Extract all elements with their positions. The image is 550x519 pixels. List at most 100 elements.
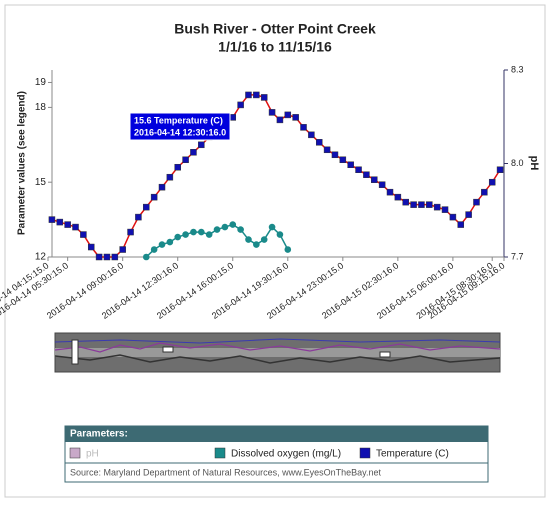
- point: [339, 156, 347, 164]
- legend: Parameters: Source: Maryland Department …: [64, 425, 489, 483]
- point: [253, 241, 260, 248]
- point: [72, 223, 79, 231]
- point: [119, 246, 126, 253]
- navigator-line: [54, 338, 501, 344]
- navigator-line: [54, 354, 501, 364]
- point: [449, 213, 457, 221]
- point: [205, 231, 213, 238]
- legend-label[interactable]: pH: [86, 449, 99, 460]
- point: [150, 246, 158, 253]
- point: [229, 114, 237, 121]
- point: [488, 178, 496, 186]
- point: [457, 221, 465, 228]
- point: [182, 231, 189, 238]
- point: [276, 116, 284, 124]
- y-tick-label: 18: [35, 102, 47, 113]
- point: [378, 181, 386, 188]
- y2-tick-label: 8.0: [511, 158, 524, 168]
- point: [198, 228, 205, 236]
- chart-subtitle: 1/1/16 to 11/15/16: [218, 39, 332, 55]
- point: [127, 228, 134, 236]
- point: [166, 173, 174, 181]
- point: [363, 171, 370, 178]
- point: [80, 231, 87, 238]
- point: [143, 203, 150, 211]
- navigator-line: [54, 342, 501, 353]
- legend-label[interactable]: Temperature (C): [376, 449, 449, 460]
- source: Source: Maryland Department of Natural R…: [70, 467, 381, 477]
- point: [182, 156, 189, 164]
- point: [394, 193, 402, 201]
- legend-label[interactable]: Dissolved oxygen (mg/L): [231, 449, 341, 460]
- point: [142, 253, 150, 261]
- y-tick-label: 19: [35, 77, 47, 88]
- y2-tick-label: 7.7: [511, 251, 524, 261]
- point: [355, 166, 362, 173]
- point: [245, 236, 252, 243]
- point: [198, 141, 205, 149]
- tooltip-line: 2016-04-14 12:30:16.0: [134, 127, 226, 137]
- point: [331, 151, 339, 159]
- point: [64, 221, 71, 228]
- navigator-handle[interactable]: [379, 351, 391, 358]
- chart-title: Bush River - Otter Point Creek: [174, 21, 376, 37]
- navigator-band: [55, 348, 500, 357]
- point: [95, 253, 103, 261]
- point: [48, 216, 56, 223]
- point: [190, 228, 197, 236]
- navigator: [54, 332, 501, 373]
- navigator-handle[interactable]: [71, 339, 79, 365]
- point: [300, 124, 307, 131]
- point: [237, 226, 244, 233]
- tooltip-box: [129, 112, 231, 141]
- y-axis-label: Parameter values (see legend): [17, 91, 28, 235]
- point: [237, 101, 244, 109]
- point: [402, 198, 409, 206]
- y2-axis-label: pH: [528, 156, 540, 171]
- legend-swatch: [69, 447, 81, 459]
- point: [418, 201, 425, 208]
- point: [213, 226, 221, 233]
- point: [174, 233, 182, 241]
- point: [481, 188, 488, 196]
- point: [433, 203, 441, 211]
- point: [229, 221, 237, 228]
- point: [347, 161, 354, 168]
- point: [276, 231, 284, 238]
- point: [253, 91, 260, 99]
- y-tick-label: 15: [35, 177, 47, 188]
- point: [441, 206, 449, 213]
- legend-title: Parameters:: [70, 429, 128, 440]
- point: [323, 146, 331, 154]
- point: [135, 213, 142, 221]
- point: [268, 109, 276, 116]
- point: [87, 243, 95, 251]
- frame: [4, 4, 546, 498]
- point: [190, 149, 197, 156]
- point: [103, 253, 111, 261]
- point: [426, 201, 433, 208]
- point: [371, 176, 378, 183]
- point: [174, 163, 181, 171]
- point: [260, 236, 268, 243]
- point: [56, 218, 64, 226]
- point: [284, 246, 292, 253]
- navigator-handle[interactable]: [162, 346, 174, 353]
- point: [166, 238, 174, 246]
- series-line: [51, 94, 501, 258]
- point: [410, 201, 417, 208]
- y2-tick-label: 8.3: [511, 64, 524, 74]
- point: [158, 241, 166, 248]
- point: [260, 94, 268, 101]
- point: [158, 183, 166, 191]
- point: [221, 223, 229, 231]
- tooltip: 15.6 Temperature (C) 2016-04-14 12:30:16…: [129, 112, 231, 141]
- point: [268, 223, 276, 231]
- point: [315, 139, 323, 146]
- point: [284, 111, 292, 119]
- point: [245, 91, 252, 99]
- point: [473, 198, 480, 206]
- point: [496, 166, 504, 173]
- legend-swatch: [214, 447, 226, 459]
